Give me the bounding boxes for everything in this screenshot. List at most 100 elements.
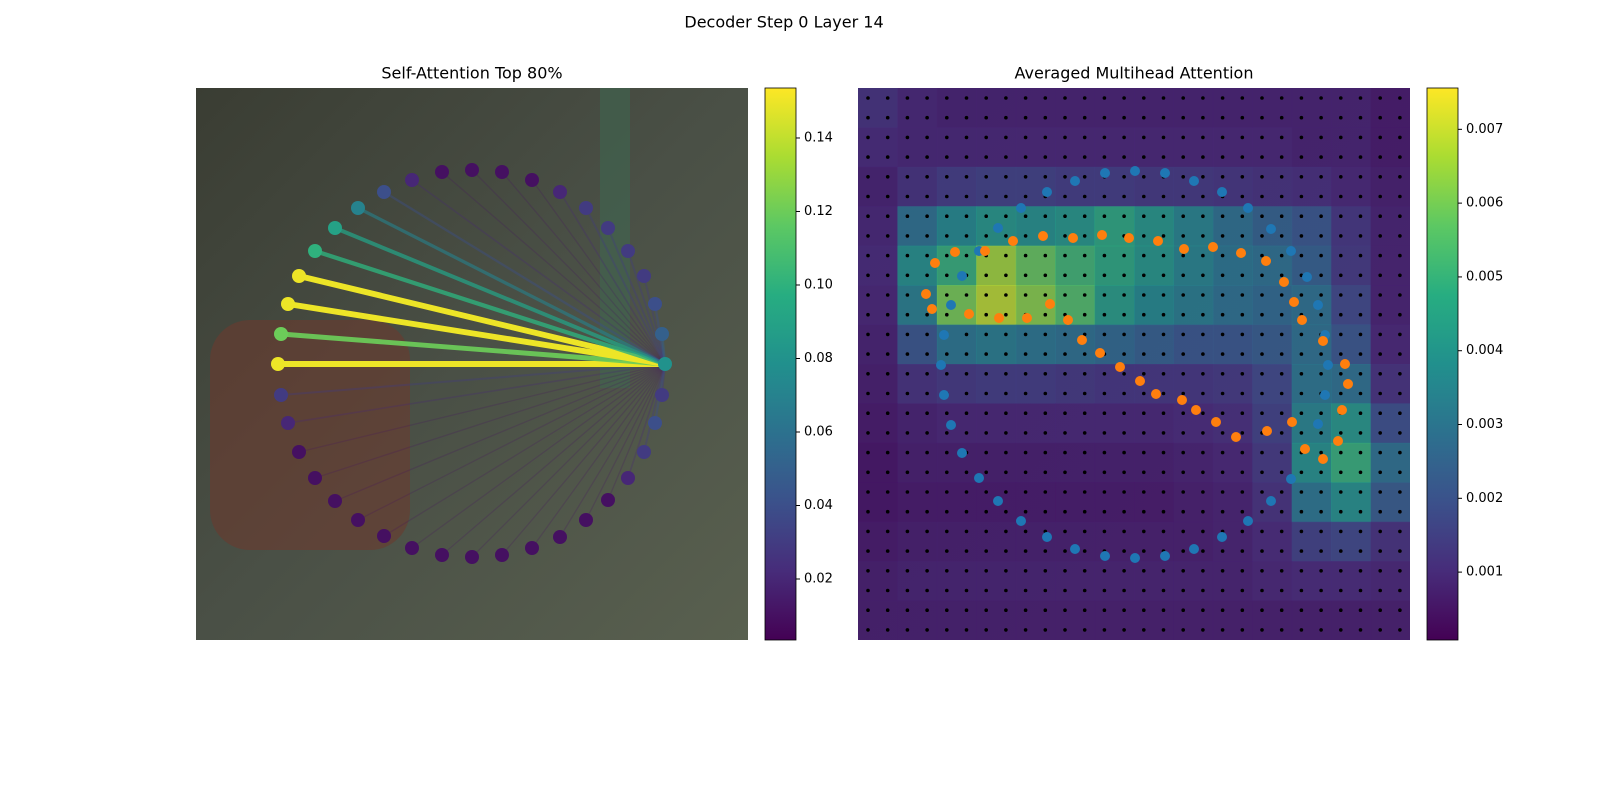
grid-dot [1063,253,1067,258]
heatmap-cell [1055,403,1096,444]
heatmap-cell [1094,482,1135,523]
grid-dot [925,490,929,494]
grid-dot [1102,431,1107,435]
grid-dot [1181,431,1185,435]
heatmap-cell [858,364,898,404]
grid-dot [1220,411,1225,416]
grid-dot [964,490,969,494]
heatmap-cell [1055,245,1096,286]
grid-dot [885,470,890,475]
grid-dot [1122,312,1126,317]
grid-dot [1398,628,1402,632]
grid-dot [1082,549,1087,553]
grid-dot [905,391,910,396]
grid-dot [945,509,949,514]
grid-dot [1260,135,1264,140]
image-shape [210,320,410,550]
grid-dot [1122,549,1126,553]
heatmap-cell [1094,324,1135,365]
grid-dot [1102,214,1107,218]
grid-dot [905,588,910,593]
grid-dot [866,549,870,553]
grid-dot [1181,411,1185,416]
heatmap-cell [1252,127,1293,168]
grid-dot [1339,509,1343,514]
grid-dot [1102,569,1107,573]
grid-dot [1023,253,1028,258]
grid-dot [964,332,969,337]
grid-dot [885,411,890,416]
grid-dot [945,352,949,356]
query-point [308,244,322,258]
grid-dot [1122,96,1126,100]
heatmap-cell [1331,127,1372,168]
grid-dot [1358,470,1363,475]
heatmap-cell [1212,285,1253,326]
heatmap-cell [936,285,977,326]
grid-dot [1220,115,1225,120]
grid-dot [1240,490,1245,494]
grid-dot [1161,312,1166,317]
grid-dot [945,214,949,218]
grid-dot [1102,115,1107,120]
grid-dot [1201,175,1205,179]
grid-dot [1260,253,1264,258]
grid-dot [1181,569,1185,573]
grid-dot [1260,470,1264,475]
heatmap-cell [1173,88,1214,128]
heatmap-cell [1094,403,1135,444]
point [1130,166,1140,176]
grid-dot [1279,391,1284,396]
point [1300,444,1310,454]
grid-dot [1398,155,1402,159]
grid-dot [964,549,969,553]
query-point [579,201,593,215]
grid-dot [1319,628,1323,632]
heatmap-cell [1015,166,1056,207]
grid-dot [1240,628,1245,632]
grid-dot [1181,509,1185,514]
point [957,271,967,281]
grid-dot [1181,490,1185,494]
grid-dot [1358,273,1363,278]
grid-dot [1122,175,1126,179]
grid-dot [1004,175,1008,179]
grid-dot [1082,450,1087,455]
grid-dot [1240,115,1245,120]
grid-dot [1161,293,1166,297]
grid-dot [1378,588,1382,593]
grid-dot [1299,470,1304,475]
query-point [281,297,295,311]
grid-dot [866,115,870,120]
grid-dot [1122,135,1126,140]
grid-dot [1220,509,1225,514]
grid-dot [1220,234,1225,238]
query-point [648,416,662,430]
heatmap-cell [1015,482,1056,523]
query-point [658,357,672,371]
heatmap-cell [1212,127,1253,168]
heatmap-cell [897,364,938,404]
grid-dot [1319,312,1323,317]
heatmap-cell [1015,403,1056,444]
query-point [637,269,651,283]
grid-dot [984,175,988,179]
grid-dot [1122,214,1126,218]
point [1177,395,1187,405]
grid-dot [1378,332,1382,337]
heatmap-cell [936,88,977,128]
grid-dot [1339,352,1343,356]
grid-dot [1398,194,1402,199]
grid-dot [1279,194,1284,199]
grid-dot [1339,332,1343,337]
grid-dot [1220,372,1225,376]
grid-dot [1240,234,1245,238]
grid-dot [984,529,988,534]
grid-dot [1004,372,1008,376]
grid-dot [1102,332,1107,337]
point [1153,236,1163,246]
grid-dot [866,411,870,416]
grid-dot [1358,628,1363,632]
query-point [328,221,342,235]
grid-dot [1299,352,1304,356]
